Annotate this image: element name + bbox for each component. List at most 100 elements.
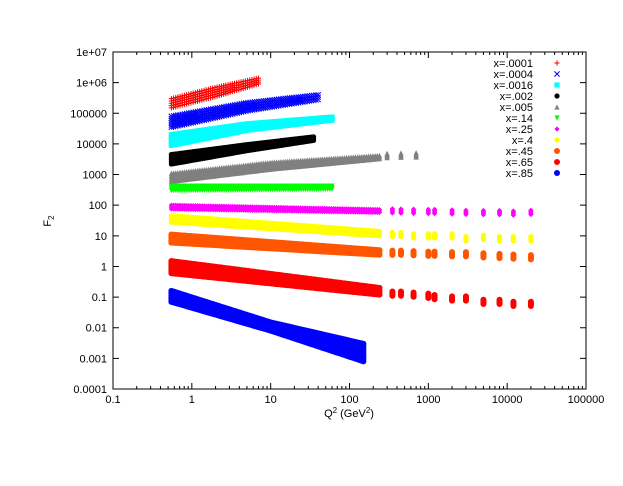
data-point	[496, 234, 503, 240]
data-point	[528, 207, 534, 213]
series-x65	[168, 258, 534, 310]
legend-label: x=.65	[506, 157, 533, 169]
data-point	[410, 206, 417, 212]
data-point	[329, 114, 335, 120]
data-point	[449, 249, 456, 256]
y-tick-label: 0.01	[86, 323, 107, 335]
data-point	[329, 183, 335, 189]
x-tick-label: 100000	[568, 394, 605, 406]
data-point	[410, 289, 417, 296]
data-point	[376, 152, 383, 159]
data-point	[389, 247, 396, 254]
data-point	[527, 298, 534, 305]
data-point	[410, 231, 417, 237]
data-point	[480, 296, 487, 303]
legend-entry: x=.65	[506, 157, 561, 169]
y-tick-label: 10000	[76, 139, 107, 151]
legend-label: x=.002	[500, 91, 533, 103]
data-marks	[168, 75, 534, 365]
legend-label: x=.0016	[494, 80, 533, 92]
legend-marker-icon	[554, 115, 560, 121]
data-point	[376, 284, 383, 291]
data-point	[389, 206, 395, 212]
data-point	[360, 340, 367, 347]
data-point	[463, 234, 469, 240]
data-point	[425, 206, 431, 212]
data-point	[255, 75, 262, 81]
legend-label: x=.4	[512, 135, 533, 147]
data-point	[425, 290, 432, 297]
legend-marker-icon	[554, 71, 560, 77]
y-tick-label: 10	[95, 231, 107, 243]
y-tick-label: 0.001	[79, 353, 107, 365]
legend-marker-icon	[554, 158, 561, 165]
data-point	[431, 291, 438, 298]
series-x0004	[168, 91, 322, 131]
x-tick-label: 100	[340, 394, 358, 406]
data-point	[431, 206, 438, 212]
data-point	[397, 288, 404, 295]
data-point	[463, 207, 469, 213]
data-point	[510, 234, 517, 240]
data-point	[413, 150, 419, 156]
legend-label: x=.14	[506, 113, 533, 125]
legend-label: x=.45	[506, 146, 533, 158]
data-point	[199, 117, 205, 124]
legend-marker-icon	[554, 169, 561, 176]
legend-marker-icon	[554, 60, 560, 66]
series-x005	[168, 150, 419, 184]
data-point	[480, 250, 487, 257]
data-point	[462, 249, 469, 256]
data-point	[480, 232, 487, 238]
data-point	[431, 231, 438, 237]
series-x45	[168, 231, 534, 263]
data-point	[310, 134, 317, 140]
x-tick-label: 10000	[492, 394, 523, 406]
data-point	[510, 298, 517, 305]
data-point	[398, 206, 404, 212]
data-point	[449, 231, 455, 237]
legend-entry: x=.14	[506, 113, 560, 125]
x-tick-label: 1000	[416, 394, 440, 406]
data-point	[431, 248, 438, 255]
data-point	[527, 252, 534, 259]
legend-label: x=.25	[506, 124, 533, 136]
legend-label: x=.0004	[494, 69, 533, 81]
y-tick-label: 0.1	[92, 292, 107, 304]
data-point	[496, 250, 503, 257]
data-point	[196, 118, 203, 125]
legend: x=.0001x=.0004x=.0016x=.002x=.005x=.14x=…	[494, 58, 561, 180]
legend-marker-icon	[554, 137, 560, 143]
legend-entry: x=.002	[500, 91, 560, 103]
legend-marker-icon	[554, 104, 560, 110]
legend-entry: x=.4	[512, 135, 560, 147]
data-point	[315, 91, 322, 98]
series-x0001	[168, 75, 262, 111]
data-point	[510, 251, 517, 258]
data-point	[389, 229, 395, 236]
data-point	[425, 231, 431, 237]
legend-entry: x=.25	[506, 124, 560, 136]
y-tick-label: 100000	[70, 108, 107, 120]
data-point	[528, 234, 534, 240]
data-point	[462, 293, 469, 300]
data-point	[376, 206, 383, 213]
data-point	[410, 248, 417, 255]
x-tick-label: 10	[265, 394, 277, 406]
data-point	[315, 94, 322, 101]
series-x0016	[168, 114, 335, 148]
data-point	[389, 288, 396, 295]
legend-label: x=.0001	[494, 58, 533, 70]
y-tick-label: 1e+07	[76, 47, 107, 59]
legend-entry: x=.45	[506, 146, 561, 158]
legend-marker-icon	[554, 82, 560, 88]
y-tick-label: 0.0001	[73, 384, 107, 396]
data-point	[376, 228, 383, 234]
data-point	[398, 150, 404, 156]
x-tick-label: 0.1	[105, 394, 120, 406]
legend-entry: x=.85	[506, 168, 561, 180]
legend-marker-icon	[554, 147, 561, 154]
data-point	[449, 293, 456, 300]
x-axis-label: Q2 (GeV2)	[324, 406, 374, 420]
legend-entry: x=.005	[500, 102, 560, 114]
